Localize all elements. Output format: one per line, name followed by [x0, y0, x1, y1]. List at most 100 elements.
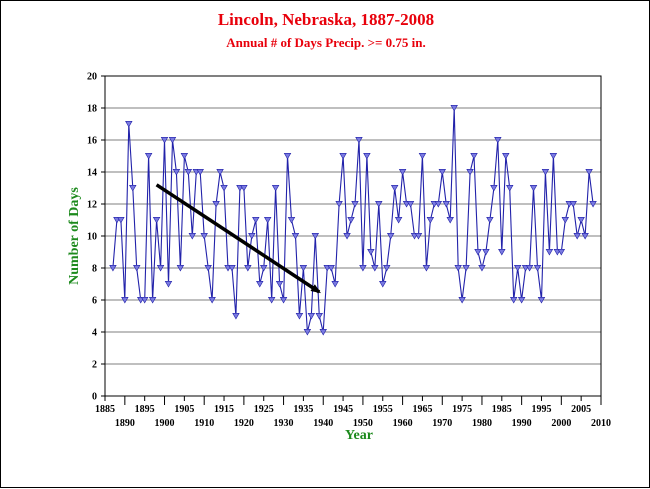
x-tick-label: 1885: [95, 404, 115, 415]
data-point: [383, 264, 391, 272]
data-point: [367, 248, 375, 256]
data-point: [327, 264, 335, 272]
data-point: [561, 216, 570, 224]
x-tick-label: 1950: [353, 418, 373, 429]
data-point: [398, 168, 407, 176]
data-point: [311, 232, 320, 240]
data-point: [267, 296, 276, 304]
x-tick-label: 2005: [571, 404, 591, 415]
y-tick-label: 16: [87, 136, 97, 147]
data-point: [319, 328, 327, 336]
data-point: [494, 136, 502, 144]
data-point: [168, 136, 177, 144]
data-point: [148, 296, 157, 304]
data-point: [244, 264, 252, 272]
x-tick-label: 1940: [313, 418, 333, 429]
data-point: [422, 264, 431, 272]
data-point: [438, 168, 446, 176]
data-point: [172, 168, 181, 176]
y-tick-label: 0: [92, 392, 97, 403]
x-tick-label: 2010: [591, 418, 611, 429]
data-point: [144, 152, 153, 160]
data-point: [482, 248, 490, 256]
x-axis-label: Year: [345, 428, 373, 443]
y-tick-label: 12: [87, 200, 97, 211]
data-point: [537, 296, 546, 304]
data-point: [133, 264, 141, 272]
data-point: [490, 184, 498, 192]
series-layer: [109, 104, 597, 336]
data-point: [355, 136, 363, 144]
data-point: [569, 200, 577, 208]
data-point: [299, 264, 308, 272]
data-point: [470, 152, 478, 160]
x-tick-label: 1930: [274, 418, 294, 429]
data-point: [260, 264, 268, 272]
data-point: [502, 152, 510, 160]
data-point: [533, 264, 542, 272]
data-point: [240, 184, 248, 192]
data-point: [351, 200, 359, 208]
data-point: [295, 312, 304, 320]
x-tick-label: 1900: [155, 418, 175, 429]
data-point: [462, 264, 470, 272]
y-tick-label: 6: [92, 296, 97, 307]
data-point: [541, 168, 550, 176]
data-point: [220, 184, 228, 192]
data-point: [208, 296, 216, 304]
x-tick-label: 1980: [472, 418, 492, 429]
data-point: [363, 152, 371, 160]
data-point: [140, 296, 149, 304]
data-point: [248, 232, 256, 240]
data-point: [573, 232, 581, 240]
data-point: [498, 248, 506, 256]
data-point: [125, 120, 133, 128]
data-point: [129, 184, 137, 192]
x-tick-label: 1965: [412, 404, 432, 415]
data-point: [339, 152, 347, 160]
x-tick-label: 1975: [452, 404, 472, 415]
x-axis: 1885 1895 1905 1915 1925 1935 1945 1955 1965 1975…: [95, 396, 611, 429]
data-point: [307, 312, 316, 320]
data-point: [291, 232, 300, 240]
data-point: [486, 216, 494, 224]
data-point: [478, 264, 486, 272]
data-point: [252, 216, 260, 224]
x-tick-label: 1920: [234, 418, 254, 429]
x-tick-label: 1905: [174, 404, 194, 415]
data-point: [581, 232, 589, 240]
data-point: [331, 280, 339, 288]
data-point: [343, 232, 351, 240]
x-tick-label: 1890: [115, 418, 135, 429]
data-point: [200, 232, 208, 240]
data-point: [152, 216, 161, 224]
y-axis-label: Number of Days: [67, 187, 82, 285]
data-point: [279, 296, 288, 304]
data-point: [394, 216, 403, 224]
data-point: [446, 216, 454, 224]
data-point: [216, 168, 224, 176]
data-point: [513, 264, 522, 272]
data-point: [418, 152, 427, 160]
data-point: [458, 296, 466, 304]
data-point: [506, 184, 514, 192]
data-point: [359, 264, 367, 272]
data-point: [426, 216, 435, 224]
data-point: [275, 280, 284, 288]
x-tick-label: 1985: [492, 404, 512, 415]
data-point: [117, 216, 125, 224]
data-point: [386, 232, 395, 240]
data-point: [375, 200, 383, 208]
trend-arrow: [155, 183, 321, 294]
data-point: [160, 136, 169, 144]
data-point: [474, 248, 482, 256]
grid-lines: [105, 75, 601, 397]
data-point: [454, 264, 462, 272]
data-point: [184, 168, 193, 176]
data-point: [176, 264, 185, 272]
data-point: [379, 280, 387, 288]
x-tick-label: 1970: [432, 418, 452, 429]
data-point: [315, 312, 323, 320]
x-tick-label: 1915: [214, 404, 234, 415]
data-point: [335, 200, 343, 208]
